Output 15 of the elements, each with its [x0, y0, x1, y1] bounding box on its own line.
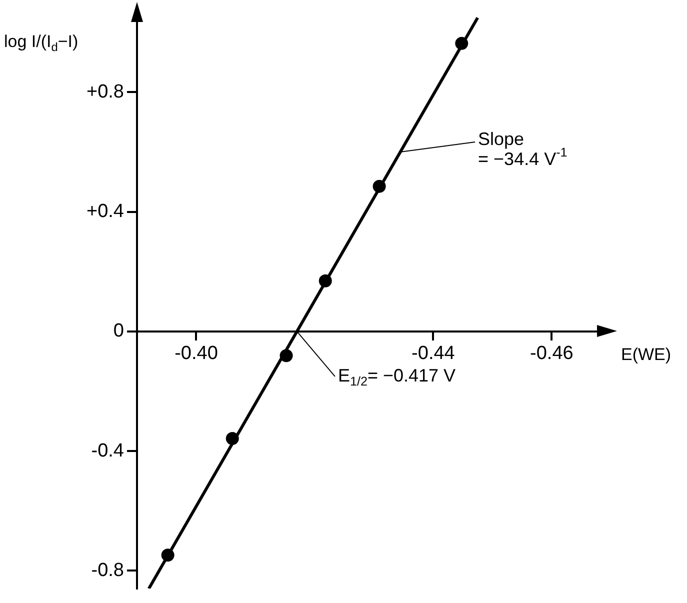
- x-tick-label: -0.40: [174, 343, 218, 364]
- x-tick-label: -0.46: [530, 343, 574, 364]
- y-tick-label: 0: [113, 320, 124, 342]
- y-tick-label: -0.4: [91, 440, 124, 462]
- y-tick-label: -0.8: [91, 560, 124, 581]
- point: [372, 180, 386, 193]
- point: [161, 548, 174, 562]
- x-tick-label: -0.44: [412, 343, 456, 364]
- point: [455, 36, 468, 50]
- point: [280, 349, 293, 362]
- point: [226, 432, 239, 445]
- point: [318, 274, 332, 288]
- y-tick-label: +0.4: [86, 201, 124, 222]
- x-axis-title: E(WE): [621, 345, 672, 364]
- y-tick-label: +0.8: [86, 81, 124, 102]
